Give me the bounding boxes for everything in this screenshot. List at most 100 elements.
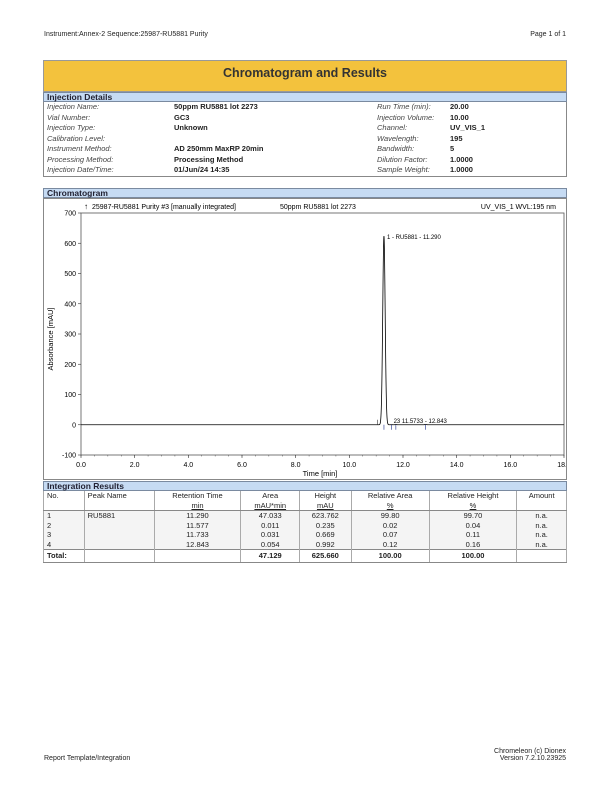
minor-peak-labels: 23 11.5733 - 12.843: [394, 419, 448, 425]
column-unit: min: [191, 500, 204, 510]
column-unit: %: [469, 500, 477, 510]
column-header: Area mAU*min: [240, 491, 300, 511]
table-cell: 0.054: [240, 539, 300, 550]
table-cell: 4: [43, 539, 85, 550]
total-cell: 47.129: [240, 549, 300, 563]
header-sequence: Instrument:Annex-2 Sequence:25987-RU5881…: [44, 31, 208, 38]
detail-label: Vial Number:: [47, 112, 91, 122]
detail-value: Processing Method: [174, 154, 244, 164]
y-tick-label: 200: [64, 362, 76, 369]
total-cell: Total:: [43, 549, 85, 563]
x-tick-label: 0.0: [76, 462, 86, 469]
total-cell: 100.00: [428, 549, 518, 563]
footer-template: Report Template/Integration: [44, 755, 131, 762]
detail-label: Run Time (min):: [377, 102, 431, 111]
table-cell: 2: [43, 520, 85, 530]
column-title: Area: [262, 491, 279, 500]
column-title: Peak Name: [87, 491, 127, 500]
chromatogram-trace: [81, 236, 564, 426]
table-cell: 0.02: [350, 520, 430, 530]
x-tick-label: 10.0: [343, 462, 357, 469]
channel-label: UV_VIS_1 WVL:195 nm: [481, 204, 556, 211]
table-cell: 0.011: [240, 520, 300, 530]
column-header: Peak Name: [83, 491, 155, 511]
detail-value: 01/Jun/24 14:35: [174, 165, 230, 174]
chromatogram-heading: Chromatogram: [43, 188, 567, 198]
y-tick-label: 700: [64, 211, 76, 218]
table-cell: 0.04: [428, 520, 518, 530]
y-tick-label: 300: [64, 332, 76, 339]
column-header: Relative Area%: [350, 491, 430, 511]
column-title: Relative Area: [367, 491, 413, 500]
x-tick-label: 8.0: [291, 462, 301, 469]
detail-value: GC3: [174, 112, 190, 122]
column-title: Height: [314, 491, 337, 500]
plot-area: [80, 212, 565, 456]
y-tick-label: -100: [62, 453, 76, 460]
y-axis-label: Absorbance [mAU]: [46, 308, 55, 371]
injection-details: Injection Name: 50ppm RU5881 lot 2273 Vial…: [43, 102, 567, 177]
table-cell: 12.843: [153, 539, 242, 550]
injection-details-heading: Injection Details: [43, 92, 567, 102]
table-cell: 623.762: [298, 510, 352, 521]
total-cell: [516, 549, 567, 563]
table-cell: n.a.: [516, 539, 567, 550]
total-cell: [83, 549, 155, 563]
table-cell: 0.992: [298, 539, 352, 550]
integration-heading: Integration Results: [43, 481, 567, 491]
column-header: No.: [43, 491, 85, 511]
y-tick-label: 0: [72, 422, 76, 429]
column-title: Amount: [528, 491, 555, 500]
x-tick-label: 18.0: [557, 462, 566, 469]
trace-title: 25987-RU5881 Purity #3 [manually integra…: [92, 204, 236, 211]
table-cell: [83, 539, 155, 550]
table-cell: n.a.: [516, 520, 567, 530]
page-number: Page 1 of 1: [530, 31, 566, 38]
footer-vendor: Chromeleon (c) Dionex: [494, 748, 566, 755]
x-tick-label: 16.0: [504, 462, 518, 469]
table-cell: 47.033: [240, 510, 300, 521]
table-cell: 0.12: [350, 539, 430, 550]
detail-label: Bandwidth:: [377, 144, 415, 153]
footer-version: Chromeleon (c) Dionex Version 7.2.10.239…: [494, 748, 566, 762]
column-unit: %: [386, 500, 394, 510]
column-header: Amount: [516, 491, 567, 511]
column-title: Retention Time: [172, 491, 223, 500]
table-row: 2 11.577 0.011 0.235 0.02 0.04 n.a.: [43, 520, 567, 530]
table-cell: 0.16: [428, 539, 518, 550]
integration-table: No. Peak Name Retention Time min Area mAU*min…: [43, 491, 567, 563]
detail-label: Sample Weight:: [377, 165, 430, 174]
table-cell: 0.07: [350, 530, 430, 540]
detail-value: 195: [450, 133, 463, 143]
detail-label: Wavelength:: [377, 133, 419, 143]
total-cell: [153, 549, 242, 563]
x-tick-label: 12.0: [396, 462, 410, 469]
peak-label-1: 1 - RU5881 - 11.290: [387, 235, 442, 241]
x-tick-label: 4.0: [183, 462, 193, 469]
column-header: Height mAU: [298, 491, 352, 511]
detail-value: AD 250mm MaxRP 20min: [174, 144, 264, 153]
detail-value: Unknown: [174, 123, 208, 132]
table-cell: 0.669: [298, 530, 352, 540]
detail-value: 1.0000: [450, 165, 473, 174]
total-cell: 100.00: [350, 549, 430, 563]
y-tick-label: 500: [64, 271, 76, 278]
table-cell: 11.577: [153, 520, 242, 530]
table-cell: 0.235: [298, 520, 352, 530]
detail-label: Injection Name:: [47, 102, 100, 111]
total-row: Total: 47.129 625.660 100.00 100.00: [43, 549, 567, 563]
report-title: Chromatogram and Results: [43, 60, 567, 92]
y-tick-label: 100: [64, 392, 76, 399]
detail-value: UV_VIS_1: [450, 123, 486, 132]
detail-label: Instrument Method:: [47, 144, 112, 153]
column-unit: mAU*min: [254, 500, 287, 510]
table-row: 3 11.733 0.031 0.669 0.07 0.11 n.a.: [43, 530, 567, 540]
detail-value: 50ppm RU5881 lot 2273: [174, 102, 258, 111]
chromatogram-panel: 0.0 2.0 4.0 6.0 8.0 10.0 12.0 14.0 16.0 18.0 -100 0…: [43, 198, 571, 480]
table-cell: RU5881: [83, 510, 155, 521]
detail-label: Injection Type:: [47, 123, 96, 132]
detail-label: Injection Volume:: [377, 112, 435, 122]
column-title: Relative Height: [447, 491, 499, 500]
table-cell: n.a.: [516, 530, 567, 540]
